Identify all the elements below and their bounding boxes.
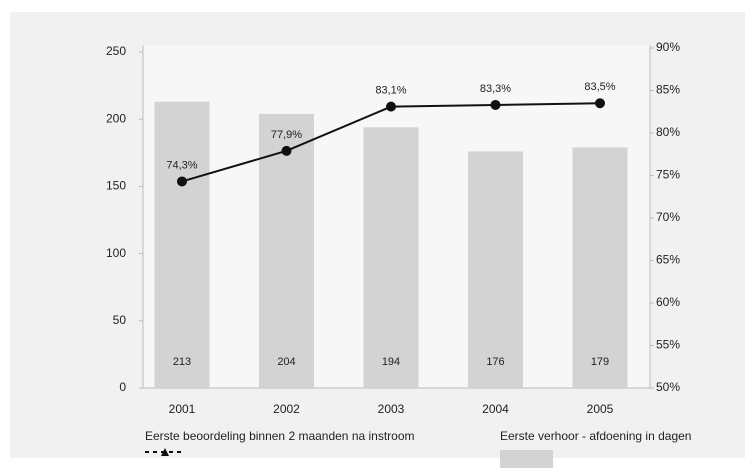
bar xyxy=(468,151,523,388)
x-tick-label: 2001 xyxy=(169,402,196,416)
legend-line-symbol xyxy=(145,448,185,456)
x-tick-label: 2005 xyxy=(587,402,614,416)
y2-tick-label: 60% xyxy=(656,295,680,309)
bar-value-label: 194 xyxy=(382,356,400,368)
bar xyxy=(572,147,628,388)
y2-tick-label: 55% xyxy=(656,338,680,352)
line-point xyxy=(490,99,501,110)
y2-tick-label: 65% xyxy=(656,253,680,267)
bar-value-label: 176 xyxy=(486,356,504,368)
line-point xyxy=(595,98,605,109)
bar-value-label: 213 xyxy=(173,356,191,368)
line-point xyxy=(177,176,187,187)
y2-tick-label: 90% xyxy=(656,40,680,54)
legend-label: Eerste verhoor - afdoening in dagen xyxy=(500,429,691,443)
x-tick-label: 2003 xyxy=(378,402,405,416)
line-value-label: 83,1% xyxy=(375,85,406,97)
bar xyxy=(154,101,210,388)
y-tick-label: 200 xyxy=(106,111,126,125)
line-value-label: 74,3% xyxy=(166,159,197,171)
bar-value-label: 204 xyxy=(277,356,295,368)
y2-tick-label: 80% xyxy=(656,125,680,139)
y-tick-label: 0 xyxy=(119,380,126,394)
y2-tick-label: 70% xyxy=(656,210,680,224)
y-tick-label: 50 xyxy=(113,313,127,327)
y2-tick-label: 85% xyxy=(656,83,680,97)
y-tick-label: 150 xyxy=(106,179,126,193)
bar-value-label: 179 xyxy=(591,356,609,368)
y2-tick-label: 50% xyxy=(656,380,680,394)
bar xyxy=(259,113,314,388)
y-tick-label: 100 xyxy=(106,246,126,260)
legend-bar-symbol xyxy=(500,450,553,468)
bar xyxy=(363,127,419,388)
line-value-label: 77,9% xyxy=(271,129,302,141)
legend-label: Eerste beoordeling binnen 2 maanden na i… xyxy=(145,429,415,443)
line-point xyxy=(386,101,396,112)
line-point xyxy=(281,145,292,156)
line-value-label: 83,3% xyxy=(480,83,511,95)
y2-tick-label: 75% xyxy=(656,168,680,182)
x-tick-label: 2002 xyxy=(273,402,300,416)
line-value-label: 83,5% xyxy=(584,81,615,93)
y-tick-label: 250 xyxy=(106,44,126,58)
x-tick-label: 2004 xyxy=(482,402,509,416)
